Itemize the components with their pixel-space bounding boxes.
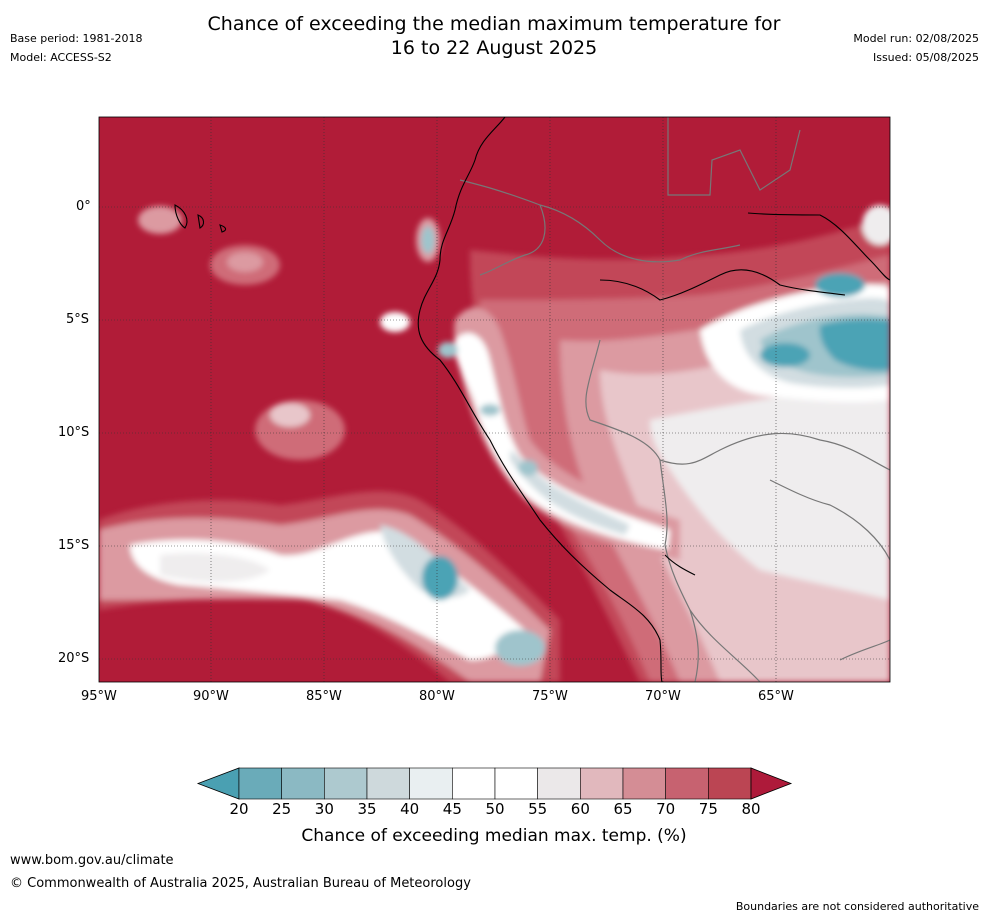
colorbar-segment: [537, 767, 581, 800]
colorbar-segment: [366, 767, 410, 800]
map-area: [99, 117, 890, 682]
colorbar-segment: [494, 767, 538, 800]
lat-label-10s: 10°S: [58, 425, 90, 440]
lat-label-15s: 15°S: [58, 538, 90, 553]
pacific-light-patch-2: [270, 403, 310, 427]
peru-blue-spot: [518, 460, 538, 476]
lon-label-65w: 65°W: [758, 689, 794, 704]
colorbar-tick-label: 70: [656, 800, 676, 818]
colorbar-tick-label: 25: [272, 800, 292, 818]
colorbar-max-arrow: [750, 767, 793, 800]
amazon-teal-north: [815, 273, 865, 297]
lat-label-20s: 20°S: [58, 651, 90, 666]
map-title: Chance of exceeding the median maximum t…: [0, 12, 988, 60]
probability-field: [99, 205, 890, 682]
offshore-white-patch: [380, 312, 410, 332]
copyright-notice: © Commonwealth of Australia 2025, Austra…: [10, 876, 471, 891]
lat-label-0: 0°: [76, 199, 91, 214]
website-link[interactable]: www.bom.gov.au/climate: [10, 853, 174, 868]
galapagos-pink-patch: [138, 206, 182, 234]
south-pacific-blue-patch: [495, 630, 545, 666]
title-line-2: 16 to 22 August 2025: [390, 37, 598, 59]
colorbar-tick-label: 35: [357, 800, 377, 818]
lon-label-90w: 90°W: [193, 689, 229, 704]
coastal-pink-strip: [454, 307, 680, 560]
amazon-teal-west: [760, 343, 810, 367]
coastal-pale-blue-strip: [510, 450, 630, 535]
colorbar-tick-label: 80: [741, 800, 761, 818]
lon-label-70w: 70°W: [645, 689, 681, 704]
lat-label-5s: 5°S: [66, 312, 90, 327]
gulf-blue-spot: [438, 342, 458, 358]
colorbar-segment: [665, 767, 709, 800]
colorbar-tick-label: 20: [229, 800, 249, 818]
title-line-1: Chance of exceeding the median maximum t…: [207, 13, 781, 35]
south-pacific-teal-core: [422, 556, 458, 600]
colorbar-segment: [452, 767, 496, 800]
colorbar-label: Chance of exceeding median max. temp. (%…: [301, 826, 687, 846]
base-period: Base period: 1981-2018: [10, 32, 143, 45]
colorbar-tick-label: 65: [613, 800, 633, 818]
amazon-white-north: [862, 205, 890, 245]
lon-label-85w: 85°W: [306, 689, 342, 704]
colorbar-segment: [622, 767, 666, 800]
map-frame: [98, 116, 891, 683]
lon-label-75w: 75°W: [532, 689, 568, 704]
colorbar-segment: [324, 767, 368, 800]
colorbar-tick-label: 50: [485, 800, 505, 818]
colorbar-tick-label: 40: [400, 800, 420, 818]
colorbar-tick-label: 75: [698, 800, 718, 818]
colorbar-tick-label: 45: [442, 800, 462, 818]
colorbar-segment: [409, 767, 453, 800]
lon-label-95w: 95°W: [81, 689, 117, 704]
model-run-date: Model run: 02/08/2025: [853, 32, 979, 45]
pacific-light-patch-1: [227, 252, 263, 272]
lon-label-80w: 80°W: [419, 689, 455, 704]
boundary-disclaimer: Boundaries are not considered authoritat…: [735, 900, 979, 913]
coastlines: [174, 117, 890, 682]
coastal-blue-spot: [480, 404, 500, 416]
colorbar: [196, 767, 793, 800]
colorbar-segment: [281, 767, 325, 800]
colorbar-segment: [238, 767, 282, 800]
colorbar-segment: [580, 767, 624, 800]
colorbar-tick-label: 55: [528, 800, 548, 818]
south-pacific-grey-band: [160, 553, 270, 582]
amazon-teal-core: [819, 318, 890, 371]
colorbar-min-arrow: [196, 767, 240, 800]
colorbar-tick-label: 60: [570, 800, 590, 818]
colorbar-segment: [708, 767, 752, 800]
model-name: Model: ACCESS-S2: [10, 51, 112, 64]
ecuador-blue-patch: [421, 226, 435, 254]
issued-date: Issued: 05/08/2025: [872, 51, 979, 64]
interior-grey-band: [650, 378, 890, 600]
country-boundaries: [459, 117, 890, 682]
gridlines: [99, 117, 890, 682]
colorbar-tick-label: 30: [314, 800, 334, 818]
